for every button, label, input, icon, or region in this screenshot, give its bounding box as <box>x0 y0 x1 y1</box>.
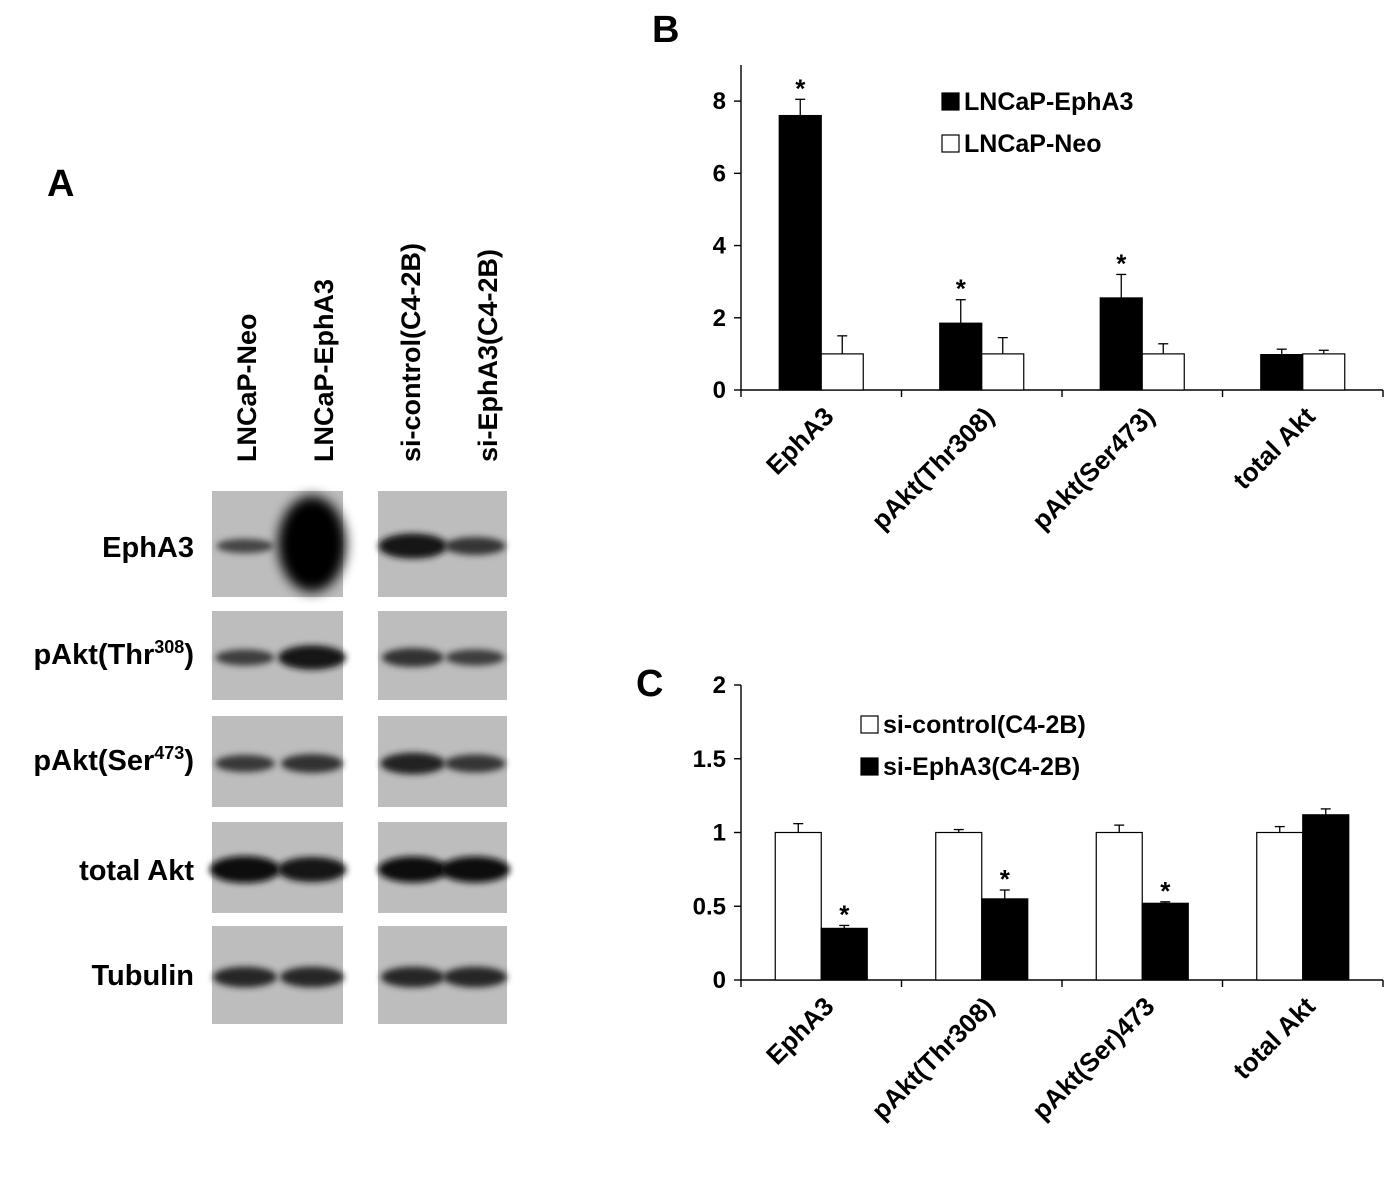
bar <box>778 114 822 391</box>
panel-c-letter: C <box>636 663 663 705</box>
category-label: pAkt(Thr308) <box>865 991 1000 1126</box>
blot-band <box>209 855 281 884</box>
blot-band <box>280 966 344 988</box>
significance-marker: * <box>795 73 806 103</box>
row-label-text: pAkt(Thr <box>33 639 154 671</box>
bar <box>1095 831 1143 981</box>
bar <box>820 927 868 981</box>
bar <box>1260 354 1304 391</box>
blot-band <box>440 856 510 883</box>
blot-band <box>380 752 446 775</box>
legend-label: LNCaP-Neo <box>964 130 1102 158</box>
blot-band <box>216 538 274 554</box>
row-label-text: pAkt(Ser <box>33 745 154 777</box>
blot-band <box>215 649 275 666</box>
row-label: pAkt(Thr308) <box>33 637 194 671</box>
bar <box>774 831 822 981</box>
lane-label: LNCaP-EphA3 <box>309 279 339 462</box>
category-label: pAkt(Ser473) <box>1026 401 1161 536</box>
row-label: Tubulin <box>91 960 194 992</box>
category-label: EphA3 <box>760 401 839 480</box>
category-label: total Akt <box>1227 991 1321 1085</box>
bar <box>981 353 1025 391</box>
y-tick-label: 6 <box>713 160 726 187</box>
blot-band <box>381 966 445 988</box>
lane-label: LNCaP-Neo <box>232 313 262 462</box>
legend-swatch <box>860 757 879 776</box>
lane-label: si-control(C4-2B) <box>396 243 426 462</box>
bar <box>1141 353 1185 391</box>
category-label: total Akt <box>1227 401 1321 495</box>
row-label-suffix: ) <box>184 639 194 671</box>
legend-swatch <box>941 134 960 153</box>
y-tick-label: 0.5 <box>693 893 726 920</box>
bar <box>1302 353 1346 391</box>
legend-label: si-EphA3(C4-2B) <box>883 753 1080 781</box>
y-tick-label: 0 <box>713 377 726 404</box>
panel-a-western-blot: A LNCaP-Neo LNCaP-EphA3 si-control(C4-2B) s… <box>33 163 510 1024</box>
blot-band <box>444 536 506 556</box>
bar <box>1256 831 1304 981</box>
bar <box>1141 902 1189 981</box>
blot-band <box>443 966 507 988</box>
y-tick-label: 1.5 <box>693 746 726 773</box>
row-label-suffix: ) <box>184 745 194 777</box>
bar <box>981 898 1029 981</box>
row-label-text: EphA3 <box>102 532 194 564</box>
bar <box>935 831 983 981</box>
bar <box>1302 814 1350 981</box>
blot-panels <box>209 491 510 1024</box>
bar <box>1099 297 1143 391</box>
y-tick-label: 4 <box>713 233 727 260</box>
row-label: pAkt(Ser473) <box>33 743 194 777</box>
bar <box>820 353 864 391</box>
lane-label: si-EphA3(C4-2B) <box>473 249 503 462</box>
legend-swatch <box>860 715 879 734</box>
significance-marker: * <box>1000 864 1011 894</box>
blot-band <box>378 856 448 883</box>
row-label-superscript: 308 <box>154 637 184 657</box>
panel-a-letter: A <box>47 163 74 205</box>
row-label: EphA3 <box>102 532 194 564</box>
category-label: pAkt(Ser)473 <box>1026 991 1161 1126</box>
row-label-superscript: 473 <box>154 743 184 763</box>
blot-band <box>215 754 275 773</box>
row-label-text: total Akt <box>79 855 194 887</box>
panel-b-chart: B 0 2 4 6 8 * EphA3 * pAkt(Thr308) * pAkt(Ser473) t… <box>652 9 1384 536</box>
category-label: EphA3 <box>760 991 839 1070</box>
blot-band <box>382 648 444 667</box>
y-tick-label: 2 <box>713 672 726 699</box>
row-label-text: Tubulin <box>91 960 194 992</box>
blot-band <box>445 649 505 666</box>
bar <box>939 322 983 391</box>
y-tick-label: 0 <box>713 967 726 994</box>
panel-c-chart: C 0 0.5 1 1.5 2 * EphA3 * pAkt(Thr308) * pAkt(Ser)… <box>636 663 1384 1126</box>
blot-band <box>278 496 346 592</box>
significance-marker: * <box>839 899 850 929</box>
significance-marker: * <box>1116 248 1127 278</box>
blot-band <box>378 533 448 559</box>
legend-label: LNCaP-EphA3 <box>964 88 1133 116</box>
blot-band <box>278 645 346 670</box>
category-label: pAkt(Thr308) <box>865 401 1000 536</box>
y-tick-label: 1 <box>713 820 726 847</box>
legend-swatch <box>941 92 960 111</box>
legend-label: si-control(C4-2B) <box>883 711 1086 739</box>
row-label: total Akt <box>79 855 194 887</box>
blot-band <box>213 966 277 988</box>
lane-labels: LNCaP-Neo LNCaP-EphA3 si-control(C4-2B) si-… <box>232 243 503 462</box>
panel-b-letter: B <box>652 9 679 51</box>
significance-marker: * <box>956 274 967 304</box>
y-tick-label: 8 <box>713 88 726 115</box>
y-tick-label: 2 <box>713 305 726 332</box>
blot-band <box>281 754 343 773</box>
blot-band <box>444 754 506 773</box>
significance-marker: * <box>1160 876 1171 906</box>
blot-band <box>277 856 347 883</box>
